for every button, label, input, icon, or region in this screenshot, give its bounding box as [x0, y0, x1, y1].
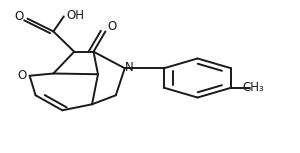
Text: O: O: [107, 21, 117, 33]
Text: OH: OH: [67, 9, 85, 22]
Text: O: O: [17, 69, 26, 82]
Text: O: O: [14, 10, 23, 23]
Text: N: N: [125, 61, 134, 74]
Text: CH₃: CH₃: [242, 81, 264, 94]
